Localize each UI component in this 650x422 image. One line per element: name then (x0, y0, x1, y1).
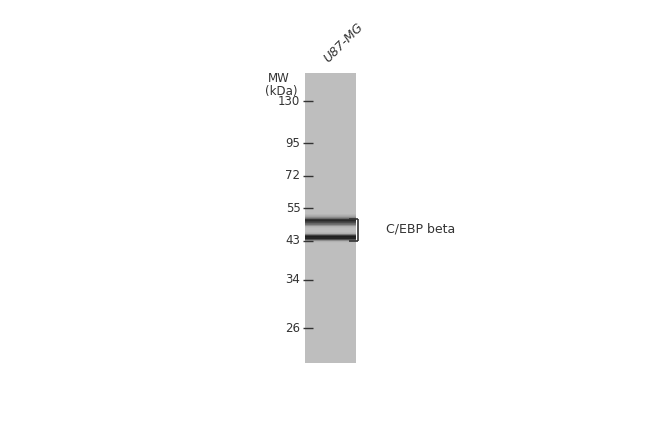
Bar (306, 220, 356, 221)
Bar (306, 215, 356, 216)
Bar (306, 236, 356, 237)
Bar (306, 219, 356, 220)
Bar (306, 233, 356, 234)
Bar (306, 239, 356, 240)
Bar (306, 222, 356, 223)
Bar (306, 234, 356, 235)
Bar (306, 225, 356, 226)
Bar (306, 215, 356, 216)
Bar (306, 241, 356, 242)
Bar (306, 218, 356, 219)
Bar (306, 241, 356, 242)
Bar (306, 220, 356, 221)
Bar (306, 220, 356, 221)
Text: U87-MG: U87-MG (321, 21, 366, 65)
Bar (306, 240, 356, 241)
Bar (306, 214, 356, 215)
Bar (306, 224, 356, 225)
Bar (306, 235, 356, 236)
Bar (306, 238, 356, 239)
Bar (306, 223, 356, 224)
Bar (306, 225, 356, 226)
Bar (306, 242, 356, 243)
Bar (306, 238, 356, 239)
Bar (306, 73, 356, 362)
Bar (306, 234, 356, 235)
Text: MW: MW (268, 72, 289, 85)
Bar (306, 215, 356, 216)
Text: 26: 26 (285, 322, 300, 335)
Bar (306, 227, 356, 228)
Bar (306, 236, 356, 237)
Bar (306, 232, 356, 233)
Text: (kDa): (kDa) (265, 85, 298, 98)
Bar (306, 224, 356, 225)
Bar (306, 216, 356, 217)
Bar (306, 235, 356, 236)
Bar (306, 223, 356, 224)
Bar (306, 217, 356, 218)
Bar (306, 240, 356, 241)
Bar (306, 226, 356, 227)
Text: 95: 95 (285, 137, 300, 150)
Bar (306, 224, 356, 225)
Bar (306, 217, 356, 218)
Bar (306, 216, 356, 217)
Bar (306, 242, 356, 243)
Text: 34: 34 (285, 273, 300, 286)
Bar (306, 241, 356, 242)
Bar (306, 240, 356, 241)
Bar (306, 239, 356, 240)
Bar (306, 232, 356, 233)
Bar (306, 234, 356, 235)
Bar (306, 222, 356, 223)
Bar (306, 214, 356, 215)
Bar (306, 221, 356, 222)
Bar (306, 238, 356, 239)
Text: 55: 55 (285, 202, 300, 215)
Text: 72: 72 (285, 169, 300, 182)
Bar (306, 236, 356, 237)
Bar (306, 222, 356, 223)
Bar (306, 218, 356, 219)
Bar (306, 221, 356, 222)
Bar (306, 226, 356, 227)
Bar (306, 237, 356, 238)
Bar (306, 216, 356, 217)
Bar (306, 235, 356, 236)
Bar (306, 227, 356, 228)
Bar (306, 232, 356, 233)
Bar (306, 237, 356, 238)
Text: 130: 130 (278, 95, 300, 108)
Bar (306, 239, 356, 240)
Text: C/EBP beta: C/EBP beta (386, 223, 455, 236)
Bar (306, 226, 356, 227)
Bar (306, 219, 356, 220)
Text: 43: 43 (285, 234, 300, 247)
Bar (306, 237, 356, 238)
Bar (306, 233, 356, 234)
Bar (306, 233, 356, 234)
